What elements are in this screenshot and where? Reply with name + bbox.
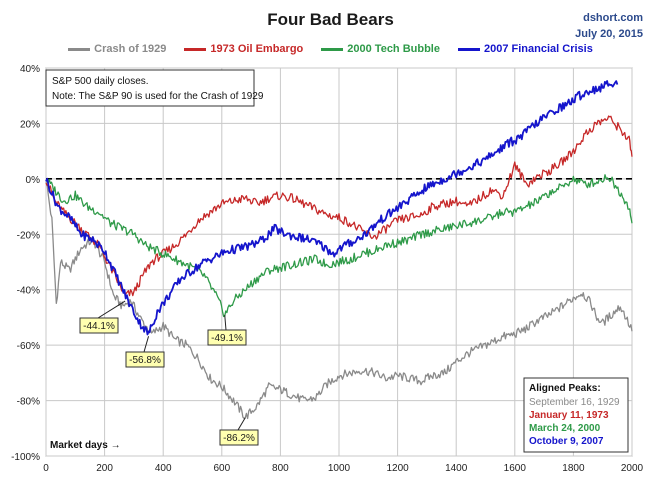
notes-line-2: Note: The S&P 90 is used for the Crash o… [52, 91, 264, 102]
x-tick-label: 0 [43, 463, 49, 474]
annotation-box [219, 429, 259, 446]
x-tick-label: 1400 [445, 463, 468, 474]
legend-label: 1973 Oil Embargo [210, 43, 304, 55]
x-tick-label: 800 [272, 463, 289, 474]
series-line [45, 115, 633, 297]
annotation-leader [143, 336, 150, 353]
x-tick-label: 600 [213, 463, 230, 474]
aligned-peak-date: January 11, 1973 [529, 410, 609, 421]
legend-label: 2000 Tech Bubble [347, 43, 440, 55]
aligned-peak-date: March 24, 2000 [529, 423, 601, 434]
y-tick-label: -20% [17, 230, 40, 241]
x-tick-label: 200 [96, 463, 113, 474]
notes-box [45, 69, 255, 107]
annotation-box [79, 317, 119, 334]
y-tick-label: 0% [26, 175, 41, 186]
x-tick-label: 1800 [562, 463, 585, 474]
annotation-box [125, 351, 165, 368]
annotation-leader [97, 300, 126, 319]
annotation-box [207, 329, 247, 346]
x-tick-label: 1600 [504, 463, 527, 474]
chart-title: Four Bad Bears [267, 10, 394, 29]
legend-item: Crash of 1929 [68, 43, 166, 55]
aligned-peaks-title: Aligned Peaks: [529, 383, 601, 394]
annotation-label: -56.8% [129, 355, 161, 366]
annotation-label: -44.1% [83, 321, 115, 332]
annotation-label: -86.2% [223, 433, 255, 444]
annotation-leader [224, 314, 227, 331]
date-label: July 20, 2015 [575, 28, 643, 40]
series-line [45, 174, 633, 318]
legend-swatch [457, 47, 480, 51]
legend-label: 2007 Financial Crisis [483, 43, 593, 55]
aligned-peak-date: October 9, 2007 [529, 436, 604, 447]
legend-swatch [184, 47, 207, 51]
aligned-peaks-box [523, 377, 629, 453]
annotation-label: -49.1% [211, 333, 243, 344]
legend: Crash of 1929 1973 Oil Embargo 2000 Tech B… [0, 43, 661, 55]
legend-swatch [68, 47, 91, 51]
x-tick-label: 2000 [621, 463, 644, 474]
market-days-note: Market days → [50, 440, 121, 451]
x-tick-label: 1200 [386, 463, 409, 474]
series-line [45, 80, 619, 336]
x-tick-label: 400 [155, 463, 172, 474]
notes-line-1: S&P 500 daily closes. [52, 76, 149, 87]
legend-item: 2000 Tech Bubble [321, 43, 440, 55]
y-tick-label: -100% [11, 452, 40, 463]
legend-item: 1973 Oil Embargo [184, 43, 303, 55]
aligned-peak-date: September 16, 1929 [529, 397, 620, 408]
annotation-leader [237, 417, 246, 431]
legend-label: Crash of 1929 [94, 43, 167, 55]
y-tick-label: 20% [20, 119, 40, 130]
y-tick-label: -60% [17, 341, 40, 352]
legend-swatch [321, 47, 344, 51]
series-line [45, 181, 633, 420]
source-label: dshort.com [583, 12, 643, 24]
legend-item: 2007 Financial Crisis [457, 43, 593, 55]
y-tick-label: -40% [17, 286, 40, 297]
y-tick-label: -80% [17, 397, 40, 408]
x-tick-label: 1000 [328, 463, 351, 474]
y-tick-label: 40% [20, 64, 40, 75]
